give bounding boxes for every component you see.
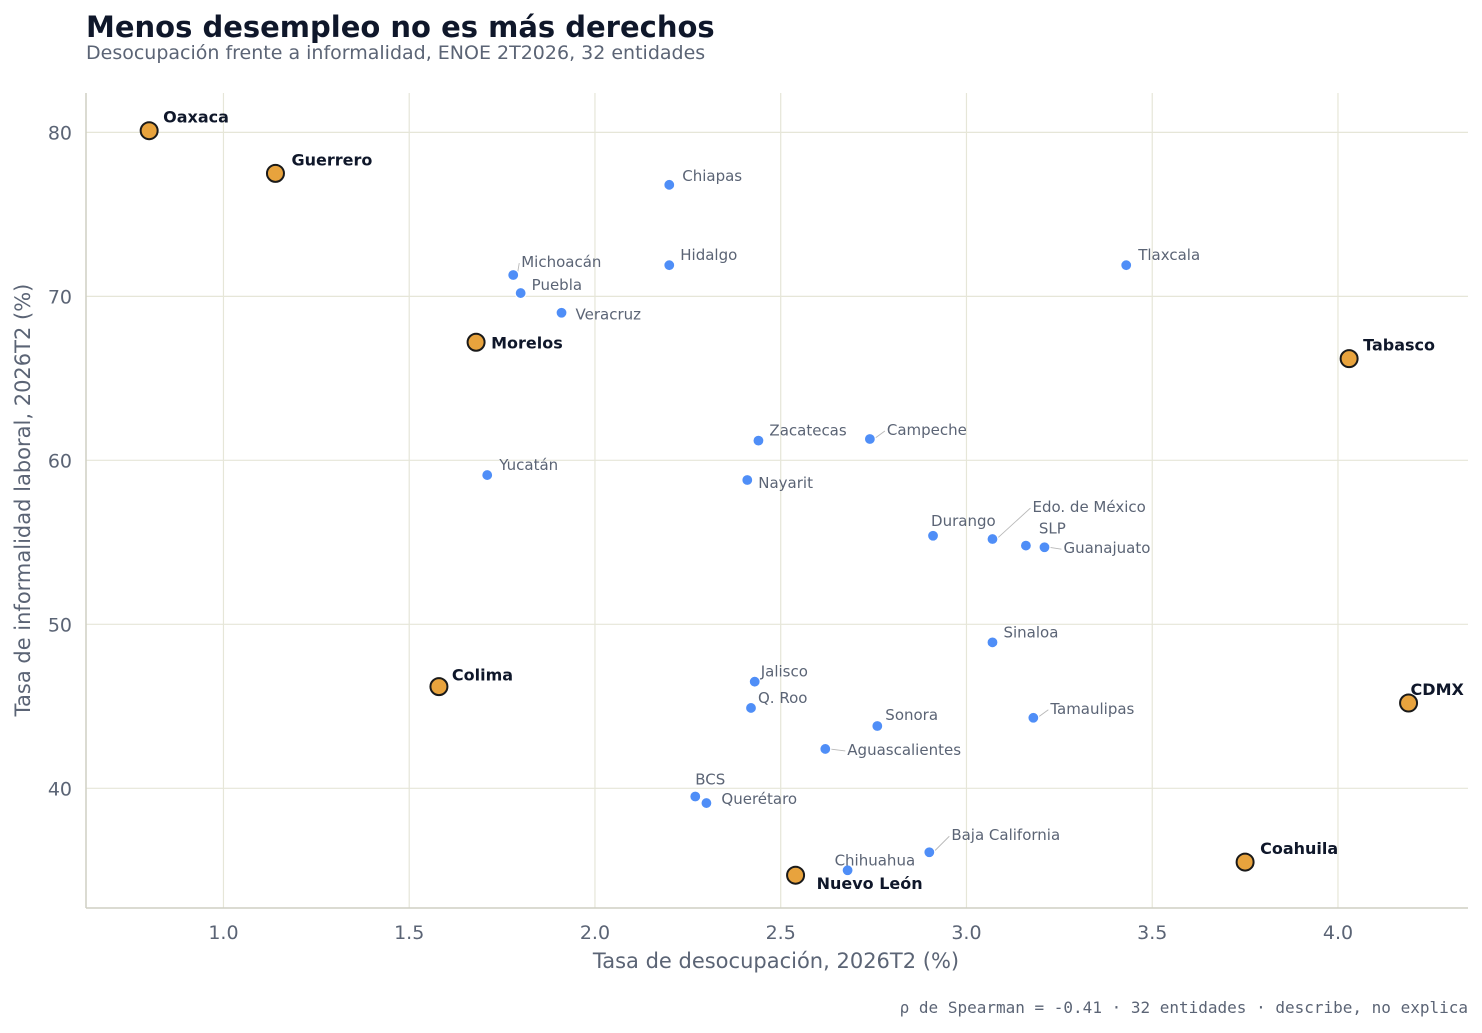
data-point-tlaxcala <box>1120 259 1133 272</box>
point-label-oaxaca: Oaxaca <box>163 108 229 127</box>
data-point-chiapas <box>663 178 676 191</box>
point-label-nayarit: Nayarit <box>758 474 813 492</box>
point-label-sonora: Sonora <box>885 706 938 724</box>
y-tick-labels: 40 50 60 70 80 <box>48 122 72 800</box>
data-point-puebla <box>514 286 527 300</box>
x-tick-labels: 1.0 1.5 2.0 2.5 3.0 3.5 4.0 <box>208 922 1353 944</box>
point-label-tlaxcala: Tlaxcala <box>1137 246 1200 264</box>
highlight-point-morelos <box>466 332 486 352</box>
footnote: ρ de Spearman = -0.41 · 32 entidades · d… <box>899 998 1468 1017</box>
axes <box>85 93 1468 909</box>
point-label-bcs: BCS <box>695 770 725 788</box>
point-label-aguascalientes: Aguascalientes <box>847 741 961 759</box>
data-point-zacatecas <box>752 434 765 447</box>
x-tick-label: 3.0 <box>951 922 981 944</box>
highlight-point-tabasco <box>1339 349 1359 369</box>
highlight-point-coahuila <box>1235 852 1255 872</box>
data-point-queretaro <box>700 796 713 810</box>
data-point-baja-california <box>923 846 936 859</box>
data-point-guanajuato <box>1038 541 1051 554</box>
point-label-slp: SLP <box>1039 520 1066 538</box>
point-label-sinaloa: Sinaloa <box>1003 623 1058 641</box>
data-point-sonora <box>871 719 884 733</box>
leader-line-guanajuato <box>1048 546 1062 550</box>
point-label-colima: Colima <box>452 666 513 685</box>
point-label-guanajuato: Guanajuato <box>1063 539 1150 557</box>
chart-title: Menos desempleo no es más derechos <box>86 10 715 44</box>
data-point-jalisco <box>748 675 761 688</box>
data-point-campeche <box>863 432 876 446</box>
point-label-coahuila: Coahuila <box>1260 839 1338 858</box>
data-point-chihuahua <box>841 864 854 877</box>
data-point-sinaloa <box>986 636 999 649</box>
point-label-cdmx: CDMX <box>1411 680 1465 699</box>
data-point-bcs <box>689 790 702 803</box>
data-point-edo-de-mexico <box>986 532 999 546</box>
x-tick-label: 4.0 <box>1323 922 1353 944</box>
data-point-tamaulipas <box>1027 711 1040 724</box>
data-point-veracruz <box>555 306 568 319</box>
y-tick-label: 80 <box>48 122 72 144</box>
y-tick-label: 50 <box>48 614 72 636</box>
data-point-hidalgo <box>663 259 676 272</box>
point-label-zacatecas: Zacatecas <box>769 422 846 440</box>
leader-line-edo-de-mexico <box>996 507 1031 540</box>
y-tick-label: 70 <box>48 286 72 308</box>
point-label-baja-california: Baja California <box>951 826 1060 844</box>
data-point-michoacan <box>507 268 520 282</box>
data-point-q-roo <box>744 701 758 715</box>
point-label-jalisco: Jalisco <box>760 663 808 681</box>
point-label-nuevo-leon: Nuevo León <box>817 874 923 893</box>
point-label-puebla: Puebla <box>532 276 582 294</box>
point-label-michoacan: Michoacán <box>521 253 601 271</box>
x-axis-title: Tasa de desocupación, 2026T2 (%) <box>592 949 959 973</box>
leader-line-baja-california <box>932 835 950 853</box>
point-labels: Oaxaca Guerrero Chiapas Hidalgo Tlaxcala Mich… <box>163 108 1464 893</box>
x-tick-label: 3.5 <box>1137 922 1167 944</box>
highlight-point-nuevo-leon <box>786 865 806 885</box>
data-points <box>139 121 1419 885</box>
point-label-guerrero: Guerrero <box>291 150 372 169</box>
highlight-point-oaxaca <box>139 121 159 141</box>
y-tick-label: 40 <box>48 778 72 800</box>
point-label-yucatan: Yucatán <box>498 456 558 474</box>
point-label-durango: Durango <box>931 512 996 530</box>
highlight-point-cdmx <box>1399 693 1419 713</box>
leader-line-aguascalientes <box>829 748 846 752</box>
y-tick-label: 60 <box>48 450 72 472</box>
data-point-nayarit <box>741 473 754 487</box>
point-label-morelos: Morelos <box>491 333 563 352</box>
point-label-chihuahua: Chihuahua <box>835 851 916 869</box>
x-tick-label: 2.5 <box>766 922 796 944</box>
point-label-queretaro: Querétaro <box>721 790 797 808</box>
point-label-tamaulipas: Tamaulipas <box>1049 700 1134 718</box>
point-label-edo-de-mexico: Edo. de México <box>1032 498 1145 516</box>
point-label-hidalgo: Hidalgo <box>680 246 737 264</box>
chart-subtitle: Desocupación frente a informalidad, ENOE… <box>86 42 706 64</box>
grid-lines <box>86 93 1468 908</box>
x-tick-label: 2.0 <box>580 922 610 944</box>
point-label-chiapas: Chiapas <box>682 167 742 185</box>
point-label-tabasco: Tabasco <box>1363 336 1435 355</box>
y-axis-title: Tasa de informalidad laboral, 2026T2 (%) <box>11 284 35 718</box>
data-point-aguascalientes <box>819 742 832 756</box>
data-point-durango <box>926 529 940 542</box>
highlight-point-colima <box>429 677 449 697</box>
label-leader-lines <box>516 262 1062 853</box>
x-tick-label: 1.5 <box>394 922 424 944</box>
data-point-yucatan <box>481 468 494 482</box>
data-point-slp <box>1019 539 1033 552</box>
point-label-campeche: Campeche <box>887 421 967 439</box>
point-label-q-roo: Q. Roo <box>758 689 807 707</box>
highlight-point-guerrero <box>265 163 285 183</box>
point-label-veracruz: Veracruz <box>576 306 642 324</box>
x-tick-label: 1.0 <box>208 922 238 944</box>
